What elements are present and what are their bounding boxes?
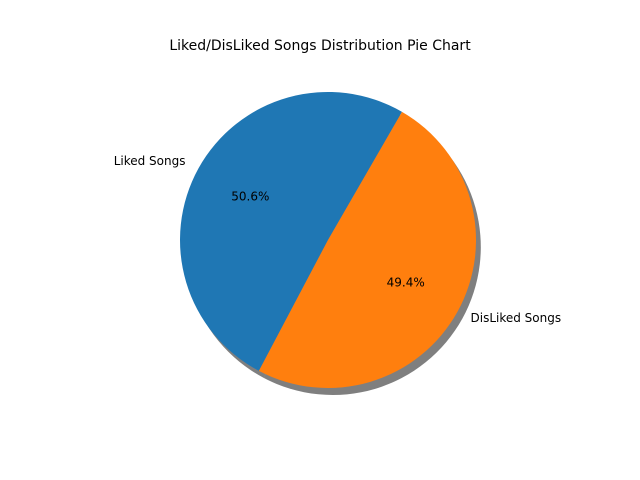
slice-liked-songs — [180, 92, 402, 371]
slice-label-disliked-songs: DisLiked Songs — [471, 311, 562, 325]
pie-slices — [180, 92, 477, 389]
pie-labels: Liked Songs 50.6% DisLiked Songs 49.4% — [114, 154, 561, 325]
slice-label-liked-songs: Liked Songs — [114, 154, 186, 168]
chart-title: Liked/DisLiked Songs Distribution Pie Ch… — [169, 38, 471, 54]
slice-percent-liked-songs: 50.6% — [231, 190, 269, 204]
slice-disliked-songs — [258, 111, 477, 389]
slice-percent-disliked-songs: 49.4% — [387, 275, 425, 289]
